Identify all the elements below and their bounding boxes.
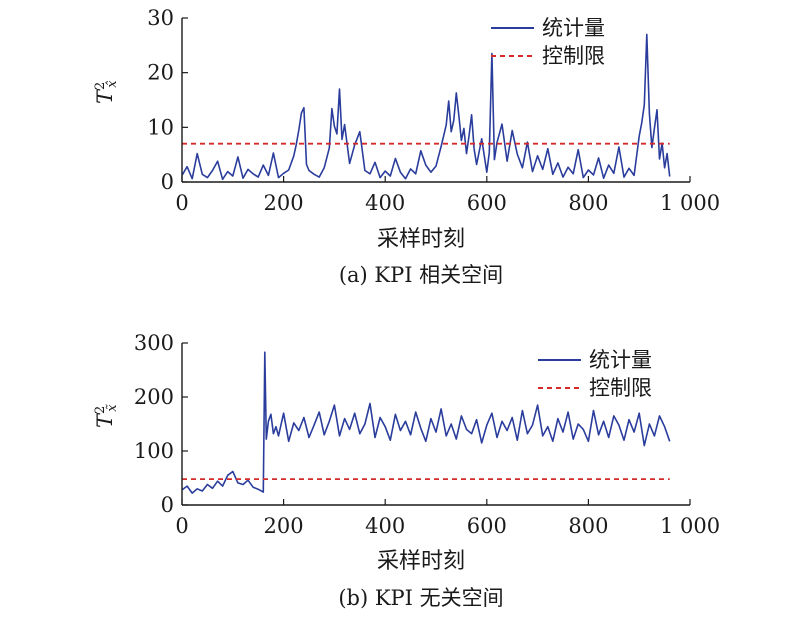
panel-b-plot-lines	[181, 351, 671, 494]
statistic-series-line	[181, 33, 671, 181]
panel-a-legend: 统计量 控制限	[491, 16, 605, 68]
y-tick-label: 0	[161, 493, 174, 517]
y-tick-label: 200	[134, 385, 174, 409]
panel-b-chart: 0 200 400 600 800 1 000 0 100 200 300 T2x̃ 采样时刻 (…	[93, 331, 720, 610]
panel-a-caption: (a) KPI 相关空间	[339, 263, 503, 287]
legend-a-series-label: 统计量	[542, 16, 605, 40]
statistic-series-line	[181, 351, 671, 494]
panel-a-xlabel: 采样时刻	[377, 227, 465, 252]
x-tick-label: 1 000	[660, 514, 720, 538]
legend-b-series-label: 统计量	[589, 348, 652, 372]
y-tick-label: 10	[147, 115, 174, 139]
x-tick-label: 800	[568, 191, 608, 215]
legend-a-limit-label: 控制限	[542, 44, 605, 68]
x-tick-label: 400	[365, 514, 405, 538]
y-tick-label: 20	[147, 61, 174, 85]
x-tick-label: 800	[568, 514, 608, 538]
panel-b-axes	[181, 343, 690, 506]
panel-b-caption: (b) KPI 无关空间	[338, 586, 503, 610]
x-tick-label: 200	[264, 191, 304, 215]
panel-b-ticks: 0 200 400 600 800 1 000 0 100 200 300	[134, 331, 720, 538]
panel-a-plot-lines	[181, 33, 671, 181]
panel-a-axes	[181, 18, 690, 183]
x-tick-label: 1 000	[660, 191, 720, 215]
x-tick-label: 600	[467, 514, 507, 538]
y-tick-label: 100	[134, 439, 174, 463]
y-tick-label: 30	[147, 6, 174, 30]
panel-a-ticks: 0 200 400 600 800 1 000 0 10 20 30	[147, 6, 720, 215]
x-tick-label: 0	[175, 514, 188, 538]
panel-a-chart: 0 200 400 600 800 1 000 0 10 20 30 T2x̂ 采样时刻 (a) …	[93, 6, 720, 287]
panel-b-ylabel: T2x̃	[93, 404, 120, 428]
panel-a-ylabel: T2x̂	[93, 80, 120, 104]
y-tick-label: 300	[134, 331, 174, 355]
panel-b-legend: 统计量 控制限	[538, 348, 652, 400]
x-tick-label: 400	[365, 191, 405, 215]
legend-b-limit-label: 控制限	[589, 376, 652, 400]
x-tick-label: 0	[175, 191, 188, 215]
x-tick-label: 600	[467, 191, 507, 215]
y-tick-label: 0	[161, 170, 174, 194]
panel-b-xlabel: 采样时刻	[377, 549, 465, 574]
x-tick-label: 200	[264, 514, 304, 538]
